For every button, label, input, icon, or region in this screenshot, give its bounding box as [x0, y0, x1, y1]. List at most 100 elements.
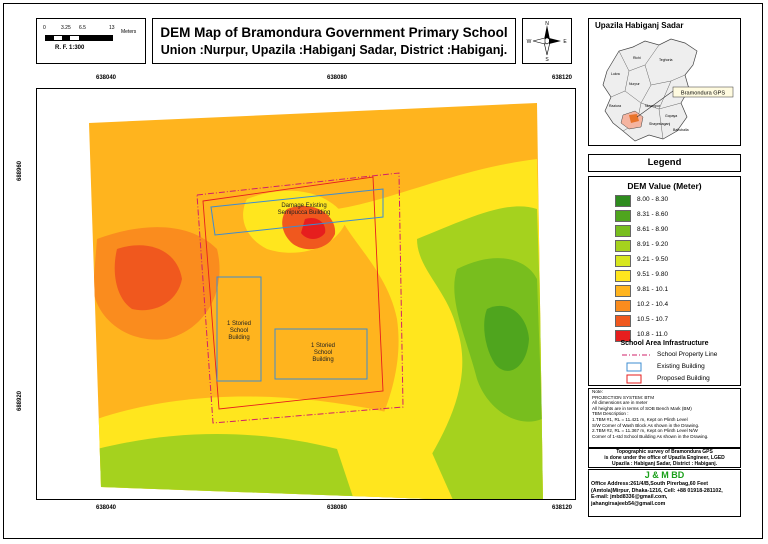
dem-zone [484, 305, 529, 371]
dem-surface [89, 103, 543, 503]
legend-header-label: Legend [647, 157, 682, 168]
scale-bar: 0 3.25 6.5 13 Meters R. F. 1:300 [36, 18, 146, 64]
note-line: All heights are in terms of SOB Bench Ma… [592, 405, 692, 411]
damaged-building-label: Damage Existing Semipucca Building [259, 203, 349, 217]
legend-item-label: Existing Building [657, 363, 705, 370]
inset-place-label: Nizampur [645, 104, 661, 108]
x-tick-top: 638040 [96, 75, 117, 81]
inset-place-label: Richi [633, 56, 641, 60]
legend-class-label: 9.21 - 9.50 [637, 256, 669, 263]
legend-class-label: 10.5 - 10.7 [637, 316, 669, 323]
map-frame-border [3, 3, 763, 539]
note-line: Note: [592, 389, 603, 394]
existing-building-icon [626, 362, 642, 372]
representative-fraction: R. F. 1:300 [55, 45, 85, 51]
existing-building-school2 [274, 328, 368, 380]
scale-tick-label: 13 [109, 25, 115, 31]
survey-line: Topographic survey of Bramondura GPS [616, 449, 713, 455]
map-subtitle: Union :Nurpur, Upazila :Habiganj Sadar, … [160, 43, 508, 57]
east-label: E [563, 39, 567, 45]
map-label-line: 1 Storied [310, 343, 335, 349]
dem-map: Damage Existing Semipucca Building 1 Sto… [36, 88, 576, 503]
scale-bar-graphic [45, 35, 113, 41]
note-line: 2.TBM #2, RL = 11.367 m, Kept on Plinth … [592, 428, 698, 434]
legend-swatch [615, 315, 631, 327]
scale-unit-label: Meters [121, 29, 137, 35]
x-tick-top: 638080 [327, 75, 348, 81]
map-label-line: 1 Storied [226, 321, 251, 327]
existing-building-damaged [210, 188, 384, 236]
survey-box: Topographic survey of Bramondura GPS is … [588, 448, 741, 468]
legend: DEM Value (Meter) 8.00 - 8.30 8.31 - 8.60… [588, 176, 741, 386]
legend-class-label: 8.31 - 8.60 [637, 211, 669, 218]
south-label: S [545, 57, 549, 63]
note-line: 1.TBM #1, RL = 11.421 m, Kept on Plinth … [592, 416, 688, 422]
infra-title: School Area Infrastructure [620, 340, 709, 347]
note-line: TBM Description : [592, 411, 629, 417]
inset-place-label: Gopaya [665, 114, 677, 118]
map-label-line: Building [228, 335, 250, 341]
note-line: PROJECTION SYSTEM: BTM [592, 394, 655, 400]
office-address-line: jahangirsajeeb54@gmail.com [591, 500, 666, 507]
scale-tick-label: 0 [43, 25, 46, 31]
inset-place-label: Nurpur [629, 82, 641, 86]
title-box: DEM Map of Bramondura Government Primary… [152, 18, 516, 64]
legend-swatch [615, 195, 631, 207]
inset-place-label: Raziura [609, 104, 621, 108]
map-label-line: School [313, 350, 333, 356]
inset-callout-label: Bramondura GPS [681, 91, 725, 97]
office-address-line: (Amtola)Mirpur, Dhaka-1216, Cell: +88 01… [591, 487, 723, 494]
map-label-line: Building [312, 357, 334, 363]
note-line: Corner of 1-std School Building As shown… [592, 433, 709, 439]
scale-tick-label: 6.5 [79, 25, 86, 31]
notes-box: Note: PROJECTION SYSTEM: BTM All dimensi… [588, 388, 741, 448]
legend-class-label: 9.51 - 9.80 [637, 271, 669, 278]
north-arrow-box: N S E W [522, 18, 572, 64]
map-label-line: Damage Existing [281, 203, 327, 209]
legend-swatch [615, 285, 631, 297]
office-address-line: E-mail: jmbd8336@gmail.com, [591, 494, 668, 501]
inset-place-label: Lukra [611, 72, 620, 76]
legend-class-label: 10.2 - 10.4 [637, 301, 669, 308]
legend-class-label: 10.8 - 11.0 [637, 331, 668, 338]
dem-zone [301, 217, 326, 239]
legend-swatch [615, 300, 631, 312]
legend-class-label: 9.81 - 10.1 [637, 286, 669, 293]
legend-swatch [615, 210, 631, 222]
existing-building-school1 [216, 276, 262, 382]
north-label: N [545, 21, 549, 27]
legend-header: Legend [588, 154, 741, 172]
dem-zone [114, 245, 182, 311]
north-arrow-icon: N S E W [527, 21, 568, 63]
legend-title: DEM Value (Meter) [627, 181, 702, 191]
x-tick-bottom: 638080 [327, 505, 348, 511]
inset-place-label: Shayestaganj [649, 122, 670, 126]
legend-swatch [615, 225, 631, 237]
legend-item-label: School Property Line [657, 351, 718, 358]
legend-class-label: 8.91 - 9.20 [637, 241, 669, 248]
legend-swatch [615, 240, 631, 252]
office-address-line: Office Address:261/4/B,South Pirerbag,60… [591, 481, 708, 487]
legend-swatch [615, 330, 631, 342]
map-label-line: Semipucca Building [277, 210, 331, 216]
west-label: W [527, 39, 532, 45]
legend-item-label: Proposed Building [657, 375, 710, 382]
survey-line: is done under the office of Upazila Engi… [604, 455, 725, 461]
inset-place-label: Teghoria [659, 58, 672, 62]
legend-class-label: 8.00 - 8.30 [637, 196, 669, 203]
map-title: DEM Map of Bramondura Government Primary… [160, 25, 508, 40]
property-line-icon [622, 354, 650, 356]
survey-line: Upazila : Habiganj Sadar, District : Hab… [611, 461, 718, 467]
inset-map-graphic: Bramondura GPS Lukra Richi Teghoria Nurp… [602, 38, 734, 142]
inset-map: Upazila Habiganj Sadar Bramondura GPS Lu… [588, 18, 741, 146]
y-tick-left: 688960 [17, 160, 24, 182]
proposed-building-outline [202, 176, 384, 410]
school1-label: 1 Storied School Building [217, 321, 261, 342]
x-tick-bottom: 638120 [552, 505, 573, 511]
proposed-building-icon [626, 374, 642, 384]
legend-swatch [615, 255, 631, 267]
company-name: J & M BD [644, 470, 685, 480]
x-tick-bottom: 638040 [96, 505, 117, 511]
inset-place-label: Bahuballa [673, 128, 689, 132]
school2-label: 1 Storied School Building [293, 343, 353, 364]
